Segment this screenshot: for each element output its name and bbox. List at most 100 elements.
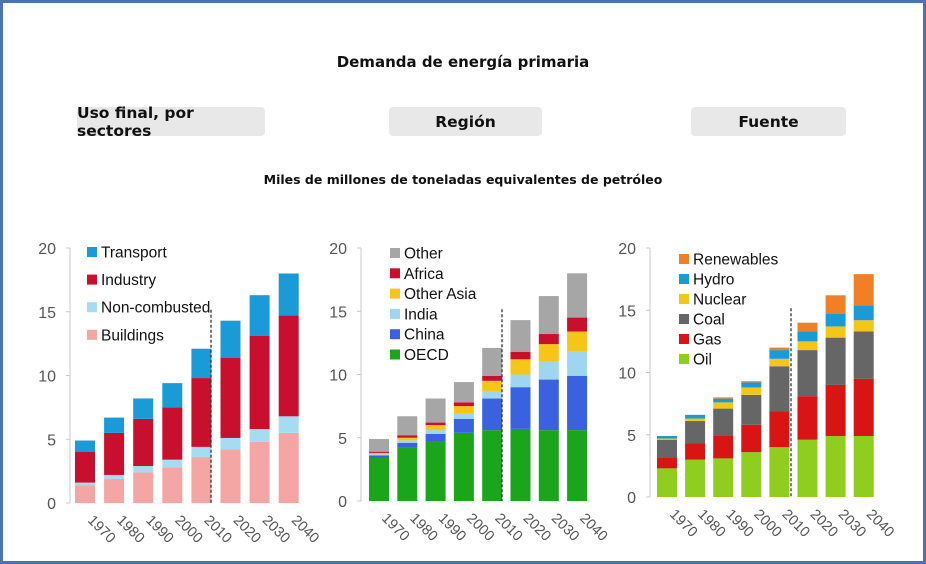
bar-segment-hydro-2040 [853,305,874,321]
x-tick-label: 2000 [171,513,205,547]
x-tick-label: 2010 [201,513,235,547]
bar-segment-non-combusted-2040 [278,416,299,433]
bar-segment-nuclear-1990 [713,402,734,409]
legend: Other Africa Other Asia India China OECD [390,246,477,364]
bar-segment-oecd-2000 [453,432,474,501]
x-tick-label: 2010 [491,511,525,545]
bar-segment-coal-1990 [713,408,734,436]
legend-swatch [390,268,400,279]
legend-swatch [679,314,689,324]
legend-swatch [390,329,400,340]
bar-segment-transport-2040 [278,273,299,316]
legend-label: China [404,327,445,344]
bar-segment-transport-2030 [249,295,270,336]
bar-segment-oil-1970 [657,468,677,497]
bar-segment-india-2030 [538,361,559,380]
tab-uso-final[interactable]: Uso final, por sectores [77,104,265,140]
bar-segment-coal-2010 [769,366,790,412]
bar-segment-coal-1980 [685,421,706,444]
bar-segment-gas-2000 [741,424,762,453]
bar-segment-transport-2020 [220,320,241,358]
bar-segment-other-1980 [397,416,418,436]
bar-segment-buildings-2010 [191,457,212,503]
x-tick-label: 2000 [463,511,497,545]
bar-segment-nuclear-2000 [741,387,762,395]
legend-swatch [390,308,400,319]
legend-swatch [679,334,689,344]
legend-label: Non-combusted [101,300,210,317]
y-tick-label: 15 [618,303,636,320]
bar-segment-gas-2020 [797,396,818,440]
x-tick-label: 2030 [835,507,869,541]
bar-segment-oil-1980 [685,459,706,497]
bar-segment-coal-2040 [853,331,874,379]
bar-segment-other-2020 [510,320,531,352]
y-tick-label: 10 [38,369,56,386]
bar-segment-renewables-2010 [769,347,790,351]
bar-segment-other-2010 [482,347,503,376]
legend-swatch [87,274,97,285]
chart-subtitle: Miles de millones de toneladas equivalen… [263,172,663,187]
bar-segment-india-1970 [369,454,389,456]
legend-label: Transport [101,245,167,262]
legend-label: Other Asia [404,286,477,303]
bar-segment-coal-2030 [825,337,846,385]
bar-segment-renewables-2020 [797,322,818,332]
legend-swatch [679,254,689,264]
bar-segment-buildings-1980 [104,478,125,503]
chart-2: 0 5 10 15 20 19701980199020002010202020302040… [329,241,610,545]
bar-segment-hydro-1980 [685,414,706,419]
bar-segment-buildings-2040 [278,432,299,503]
bar-segment-oecd-2010 [482,430,503,501]
bar-segment-transport-2010 [191,348,212,379]
legend: Renewables Hydro Nuclear Coal Gas Oil [679,252,779,369]
y-tick-label: 10 [618,366,636,383]
bar-segment-oil-2000 [741,452,762,497]
legend-swatch [390,248,400,258]
bar-segment-nuclear-2010 [769,358,790,367]
bar-segment-oil-2030 [825,435,846,497]
bar-segment-oecd-2030 [538,430,559,501]
bar-segment-non-combusted-2000 [162,459,183,468]
bar-segment-transport-1970 [75,440,95,452]
bar-segment-hydro-2030 [825,313,846,327]
x-tick-label: 2020 [230,513,264,547]
bar-segment-buildings-1990 [133,472,154,503]
tab-region[interactable]: Región [389,107,542,136]
x-tick-label: 2040 [863,507,897,541]
y-tick-label: 10 [329,368,347,385]
legend-label: Buildings [101,327,164,344]
bar-segment-china-1980 [397,442,418,448]
bar-segment-oecd-1980 [397,447,418,501]
bar-segment-other-asia-1970 [369,452,389,455]
bar-segment-oecd-2040 [567,430,588,501]
bar-segment-africa-2000 [453,402,474,407]
chart-1: 0 5 10 15 20 19701980199020002010202020302040… [38,241,322,547]
bar-segment-other-1970 [369,439,389,452]
x-tick-label: 2030 [259,513,293,547]
bar-segment-coal-1970 [657,439,677,458]
y-tick-label: 5 [47,432,56,449]
bar-segment-renewables-1990 [713,397,734,399]
legend-label: Renewables [693,252,779,269]
bar-segment-africa-1980 [397,435,418,438]
bar-segment-buildings-1970 [75,485,95,503]
bar-segment-oil-2020 [797,439,818,497]
bar-segment-other-2030 [538,296,559,335]
tab-fuente[interactable]: Fuente [691,107,846,136]
x-tick-label: 2040 [576,511,610,545]
bar-segment-hydro-2020 [797,331,818,342]
legend-label: Gas [693,332,722,349]
chart-3: 0 5 10 15 20 19701980199020002010202020302040… [618,241,897,541]
bar-segment-india-1980 [397,440,418,443]
bar-segment-non-combusted-2020 [220,437,241,450]
y-tick-label: 20 [38,241,56,258]
bar-segment-oil-1990 [713,458,734,497]
bar-segment-non-combusted-1980 [104,474,125,479]
bar-segment-hydro-1970 [657,435,677,439]
y-tick-label: 20 [618,241,636,258]
x-tick-label: 2030 [548,511,582,545]
bar-segment-oecd-1970 [369,457,389,501]
legend-swatch [87,302,97,313]
